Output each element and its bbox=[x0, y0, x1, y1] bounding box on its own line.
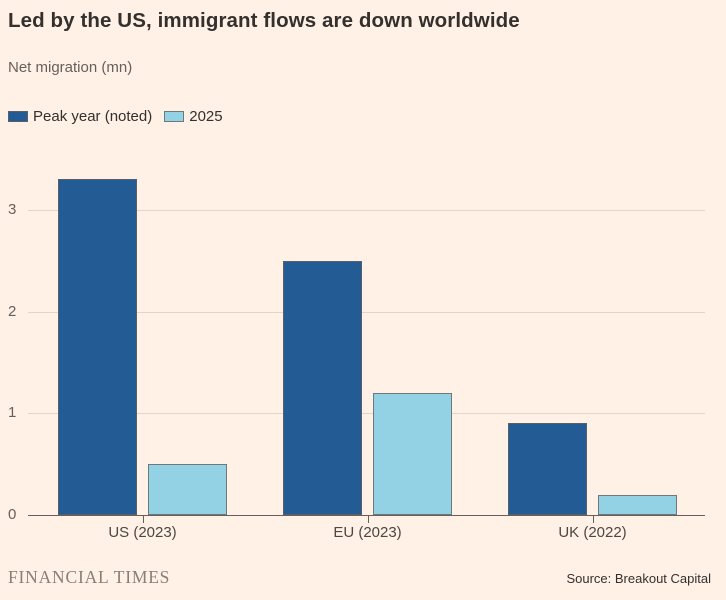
gridline-2 bbox=[28, 311, 705, 313]
x-axis-label-eu: EU (2023) bbox=[333, 524, 402, 541]
chart-subtitle: Net migration (mn) bbox=[8, 59, 133, 76]
y-tick-label-0: 0 bbox=[8, 506, 17, 523]
x-tick-uk bbox=[592, 515, 594, 523]
y-tick-label-3: 3 bbox=[8, 200, 17, 218]
y-tick-label-2: 2 bbox=[8, 302, 17, 320]
x-axis-label-us: US (2023) bbox=[108, 524, 177, 541]
bar-eu-2025 bbox=[373, 392, 452, 515]
bar-us-peak bbox=[58, 179, 137, 515]
y-tick-label-1: 1 bbox=[8, 404, 17, 422]
chart-title: Led by the US, immigrant flows are down … bbox=[8, 9, 520, 32]
bar-uk-2025 bbox=[598, 494, 677, 515]
bar-eu-peak bbox=[283, 260, 362, 515]
ft-brand-logo: FINANCIAL TIMES bbox=[8, 567, 171, 587]
legend-label-0: Peak year (noted) bbox=[33, 108, 153, 125]
bar-uk-peak bbox=[508, 423, 587, 515]
legend-label-1: 2025 bbox=[189, 108, 223, 125]
x-axis-line bbox=[28, 515, 705, 516]
legend: Peak year (noted) 2025 bbox=[8, 108, 223, 125]
source-credit: Source: Breakout Capital bbox=[566, 571, 711, 586]
legend-item-1: 2025 bbox=[164, 108, 223, 125]
x-tick-us bbox=[142, 515, 144, 523]
legend-swatch-0 bbox=[8, 111, 28, 122]
x-tick-eu bbox=[367, 515, 369, 523]
gridline-1 bbox=[28, 413, 705, 415]
gridline-3 bbox=[28, 209, 705, 211]
bar-us-2025 bbox=[148, 464, 227, 515]
legend-swatch-1 bbox=[164, 111, 185, 122]
legend-item-0: Peak year (noted) bbox=[8, 108, 152, 125]
x-axis-label-uk: UK (2022) bbox=[558, 524, 627, 541]
